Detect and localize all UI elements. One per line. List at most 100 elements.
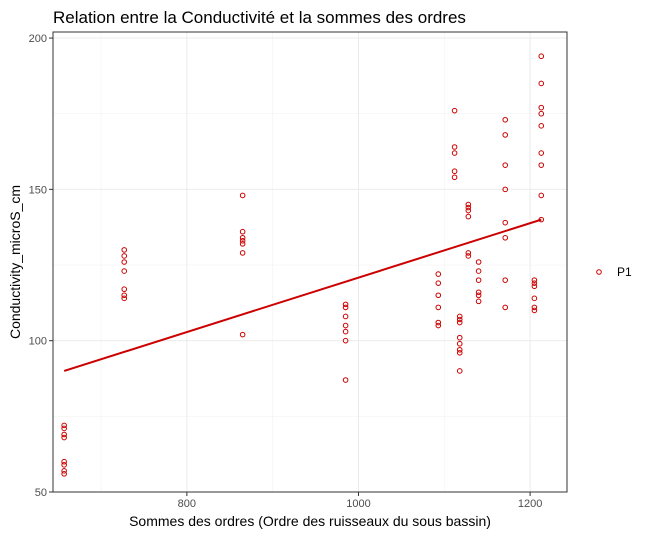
- data-point: [502, 132, 509, 138]
- data-point: [451, 107, 458, 114]
- data-point: [538, 80, 545, 87]
- y-axis: 50 100 150 200: [29, 33, 53, 499]
- data-point: [531, 280, 538, 286]
- data-point: [456, 334, 463, 341]
- data-point: [239, 331, 246, 338]
- data-point: [342, 322, 349, 329]
- data-point: [121, 253, 128, 259]
- data-point: [239, 228, 246, 235]
- data-point: [342, 328, 349, 335]
- data-point: [456, 313, 463, 320]
- data-point: [456, 316, 463, 323]
- data-point: [435, 322, 442, 329]
- data-point: [531, 307, 538, 314]
- legend: P1: [596, 265, 632, 279]
- data-point: [61, 458, 67, 465]
- data-point: [61, 422, 67, 429]
- x-tick-label: 800: [178, 498, 196, 510]
- data-point: [456, 340, 463, 347]
- data-point: [456, 368, 463, 374]
- data-point: [465, 207, 472, 214]
- data-point: [465, 213, 472, 220]
- data-point: [342, 377, 349, 383]
- data-point: [239, 238, 246, 244]
- data-point: [121, 247, 128, 253]
- data-point: [538, 192, 545, 199]
- y-tick-label: 200: [29, 33, 47, 45]
- data-point: [451, 150, 458, 156]
- trend-line: [63, 218, 542, 372]
- data-point: [475, 292, 482, 299]
- data-point: [538, 216, 545, 223]
- points-layer: [61, 53, 545, 477]
- x-axis: 800 1000 1200: [178, 492, 542, 510]
- data-point: [61, 425, 67, 432]
- data-point: [435, 280, 442, 286]
- data-point: [538, 53, 545, 60]
- data-point: [502, 277, 509, 283]
- plot-border: [52, 31, 568, 493]
- data-point: [61, 434, 67, 441]
- data-point: [465, 201, 472, 208]
- data-point: [239, 241, 246, 247]
- data-point: [475, 268, 482, 274]
- data-point: [451, 144, 458, 150]
- data-point: [465, 253, 472, 259]
- data-point: [538, 123, 545, 129]
- x-tick-label: 1000: [346, 498, 370, 510]
- data-point: [475, 277, 482, 283]
- data-point: [435, 271, 442, 277]
- data-point: [502, 162, 509, 168]
- data-point: [465, 250, 472, 256]
- data-point: [121, 292, 128, 299]
- legend-key: [596, 269, 602, 275]
- chart-title: Relation entre la Conductivité et la som…: [53, 8, 466, 27]
- data-point: [121, 259, 128, 265]
- data-point: [502, 219, 509, 226]
- data-point: [435, 319, 442, 326]
- data-point: [538, 110, 545, 117]
- data-point: [61, 471, 67, 477]
- data-point: [456, 346, 463, 353]
- data-point: [435, 292, 442, 299]
- data-point: [465, 204, 472, 211]
- data-point: [61, 468, 67, 474]
- data-point: [531, 283, 538, 290]
- data-point: [342, 301, 349, 308]
- data-point: [538, 104, 545, 111]
- data-point: [342, 304, 349, 311]
- data-point: [502, 234, 509, 241]
- data-point: [502, 186, 509, 193]
- x-axis-title: Sommes des ordres (Ordre des ruisseaux d…: [129, 513, 491, 529]
- trend-layer: [63, 218, 542, 372]
- data-point: [531, 304, 538, 311]
- data-point: [121, 295, 128, 302]
- data-point: [456, 319, 463, 326]
- data-point: [239, 250, 246, 256]
- data-point: [342, 313, 349, 320]
- data-point: [531, 295, 538, 302]
- data-point: [502, 116, 509, 123]
- y-tick-label: 100: [29, 336, 47, 348]
- legend-label: P1: [617, 265, 632, 279]
- data-point: [475, 259, 482, 265]
- data-point: [538, 150, 545, 156]
- data-point: [239, 234, 246, 241]
- y-tick-label: 50: [35, 487, 47, 499]
- data-point: [475, 298, 482, 305]
- plot-panel: [53, 32, 567, 492]
- data-point: [435, 304, 442, 311]
- data-point: [475, 289, 482, 296]
- data-point: [61, 461, 67, 468]
- data-point: [121, 268, 128, 274]
- data-point: [531, 277, 538, 283]
- data-point: [456, 349, 463, 356]
- data-point: [451, 174, 458, 181]
- data-point: [239, 192, 246, 199]
- y-tick-label: 150: [29, 184, 47, 196]
- y-axis-title: Conductivity_microS_cm: [7, 185, 23, 339]
- data-point: [342, 337, 349, 344]
- data-point: [61, 431, 67, 438]
- x-tick-label: 1200: [518, 498, 542, 510]
